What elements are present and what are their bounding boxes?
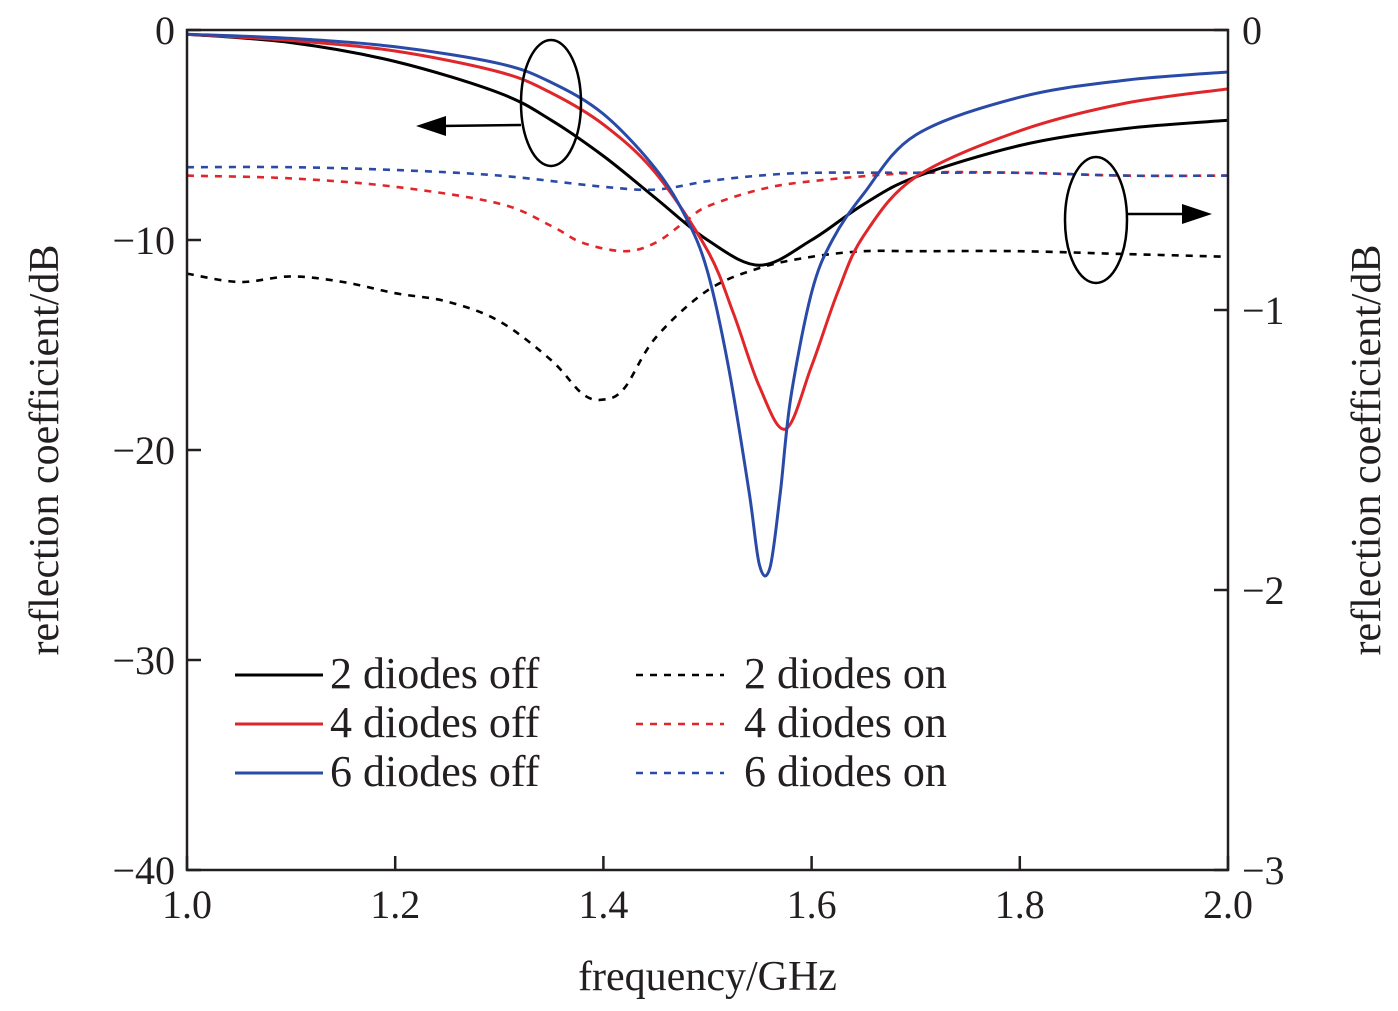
x-tick-label: 1.6 — [787, 882, 837, 927]
x-tick-label: 2.0 — [1203, 882, 1253, 927]
series-line-6-diodes-off — [187, 32, 1228, 578]
y-left-tick-label: −40 — [112, 848, 175, 893]
legend-label-2-diodes-off: 2 diodes off — [330, 649, 540, 698]
right-axis-group-ellipse — [1063, 155, 1129, 285]
left-axis-group-ellipse — [519, 38, 583, 168]
y-left-tick-label: −10 — [112, 218, 175, 263]
series-line-6-diodes-on — [187, 165, 1228, 192]
x-tick-label: 1.8 — [995, 882, 1045, 927]
y-right-tick-label: −3 — [1242, 848, 1285, 893]
y-left-tick-label: 0 — [155, 8, 175, 53]
y-right-tick-label: −2 — [1242, 568, 1285, 613]
series-line-2-diodes-on — [187, 249, 1228, 402]
y-right-tick-label: 0 — [1242, 8, 1262, 53]
x-axis-label: frequency/GHz — [578, 954, 837, 1000]
x-tick-label: 1.4 — [578, 882, 628, 927]
legend-label-4-diodes-off: 4 diodes off — [330, 698, 540, 747]
x-tick-label: 1.2 — [370, 882, 420, 927]
ticks-layer: 1.0 1.2 1.4 1.6 1.8 2.0 0 −10 −20 −30 −40 0 −1 −2 −3 — [112, 8, 1284, 927]
annotation-layer — [416, 38, 1212, 285]
y-right-axis-label: reflection coefficient/dB — [1344, 245, 1390, 656]
left-axis-arrow-shaft — [439, 123, 522, 128]
left-arrow-icon — [416, 116, 446, 136]
series-layer — [187, 32, 1228, 578]
y-right-tick-label: −1 — [1242, 288, 1285, 333]
series-line-2-diodes-off — [187, 32, 1228, 267]
y-left-axis-label: reflection coefficient/dB — [22, 245, 68, 656]
legend-label-4-diodes-on: 4 diodes on — [744, 698, 947, 747]
series-line-4-diodes-off — [187, 32, 1228, 431]
y-left-tick-label: −20 — [112, 428, 175, 473]
legend-label-6-diodes-on: 6 diodes on — [744, 747, 947, 796]
series-line-4-diodes-on — [187, 170, 1228, 253]
y-left-tick-label: −30 — [112, 638, 175, 683]
legend-label-6-diodes-off: 6 diodes off — [330, 747, 540, 796]
legend-label-2-diodes-on: 2 diodes on — [744, 649, 947, 698]
right-arrow-icon — [1182, 204, 1212, 224]
x-tick-label: 1.0 — [162, 882, 212, 927]
